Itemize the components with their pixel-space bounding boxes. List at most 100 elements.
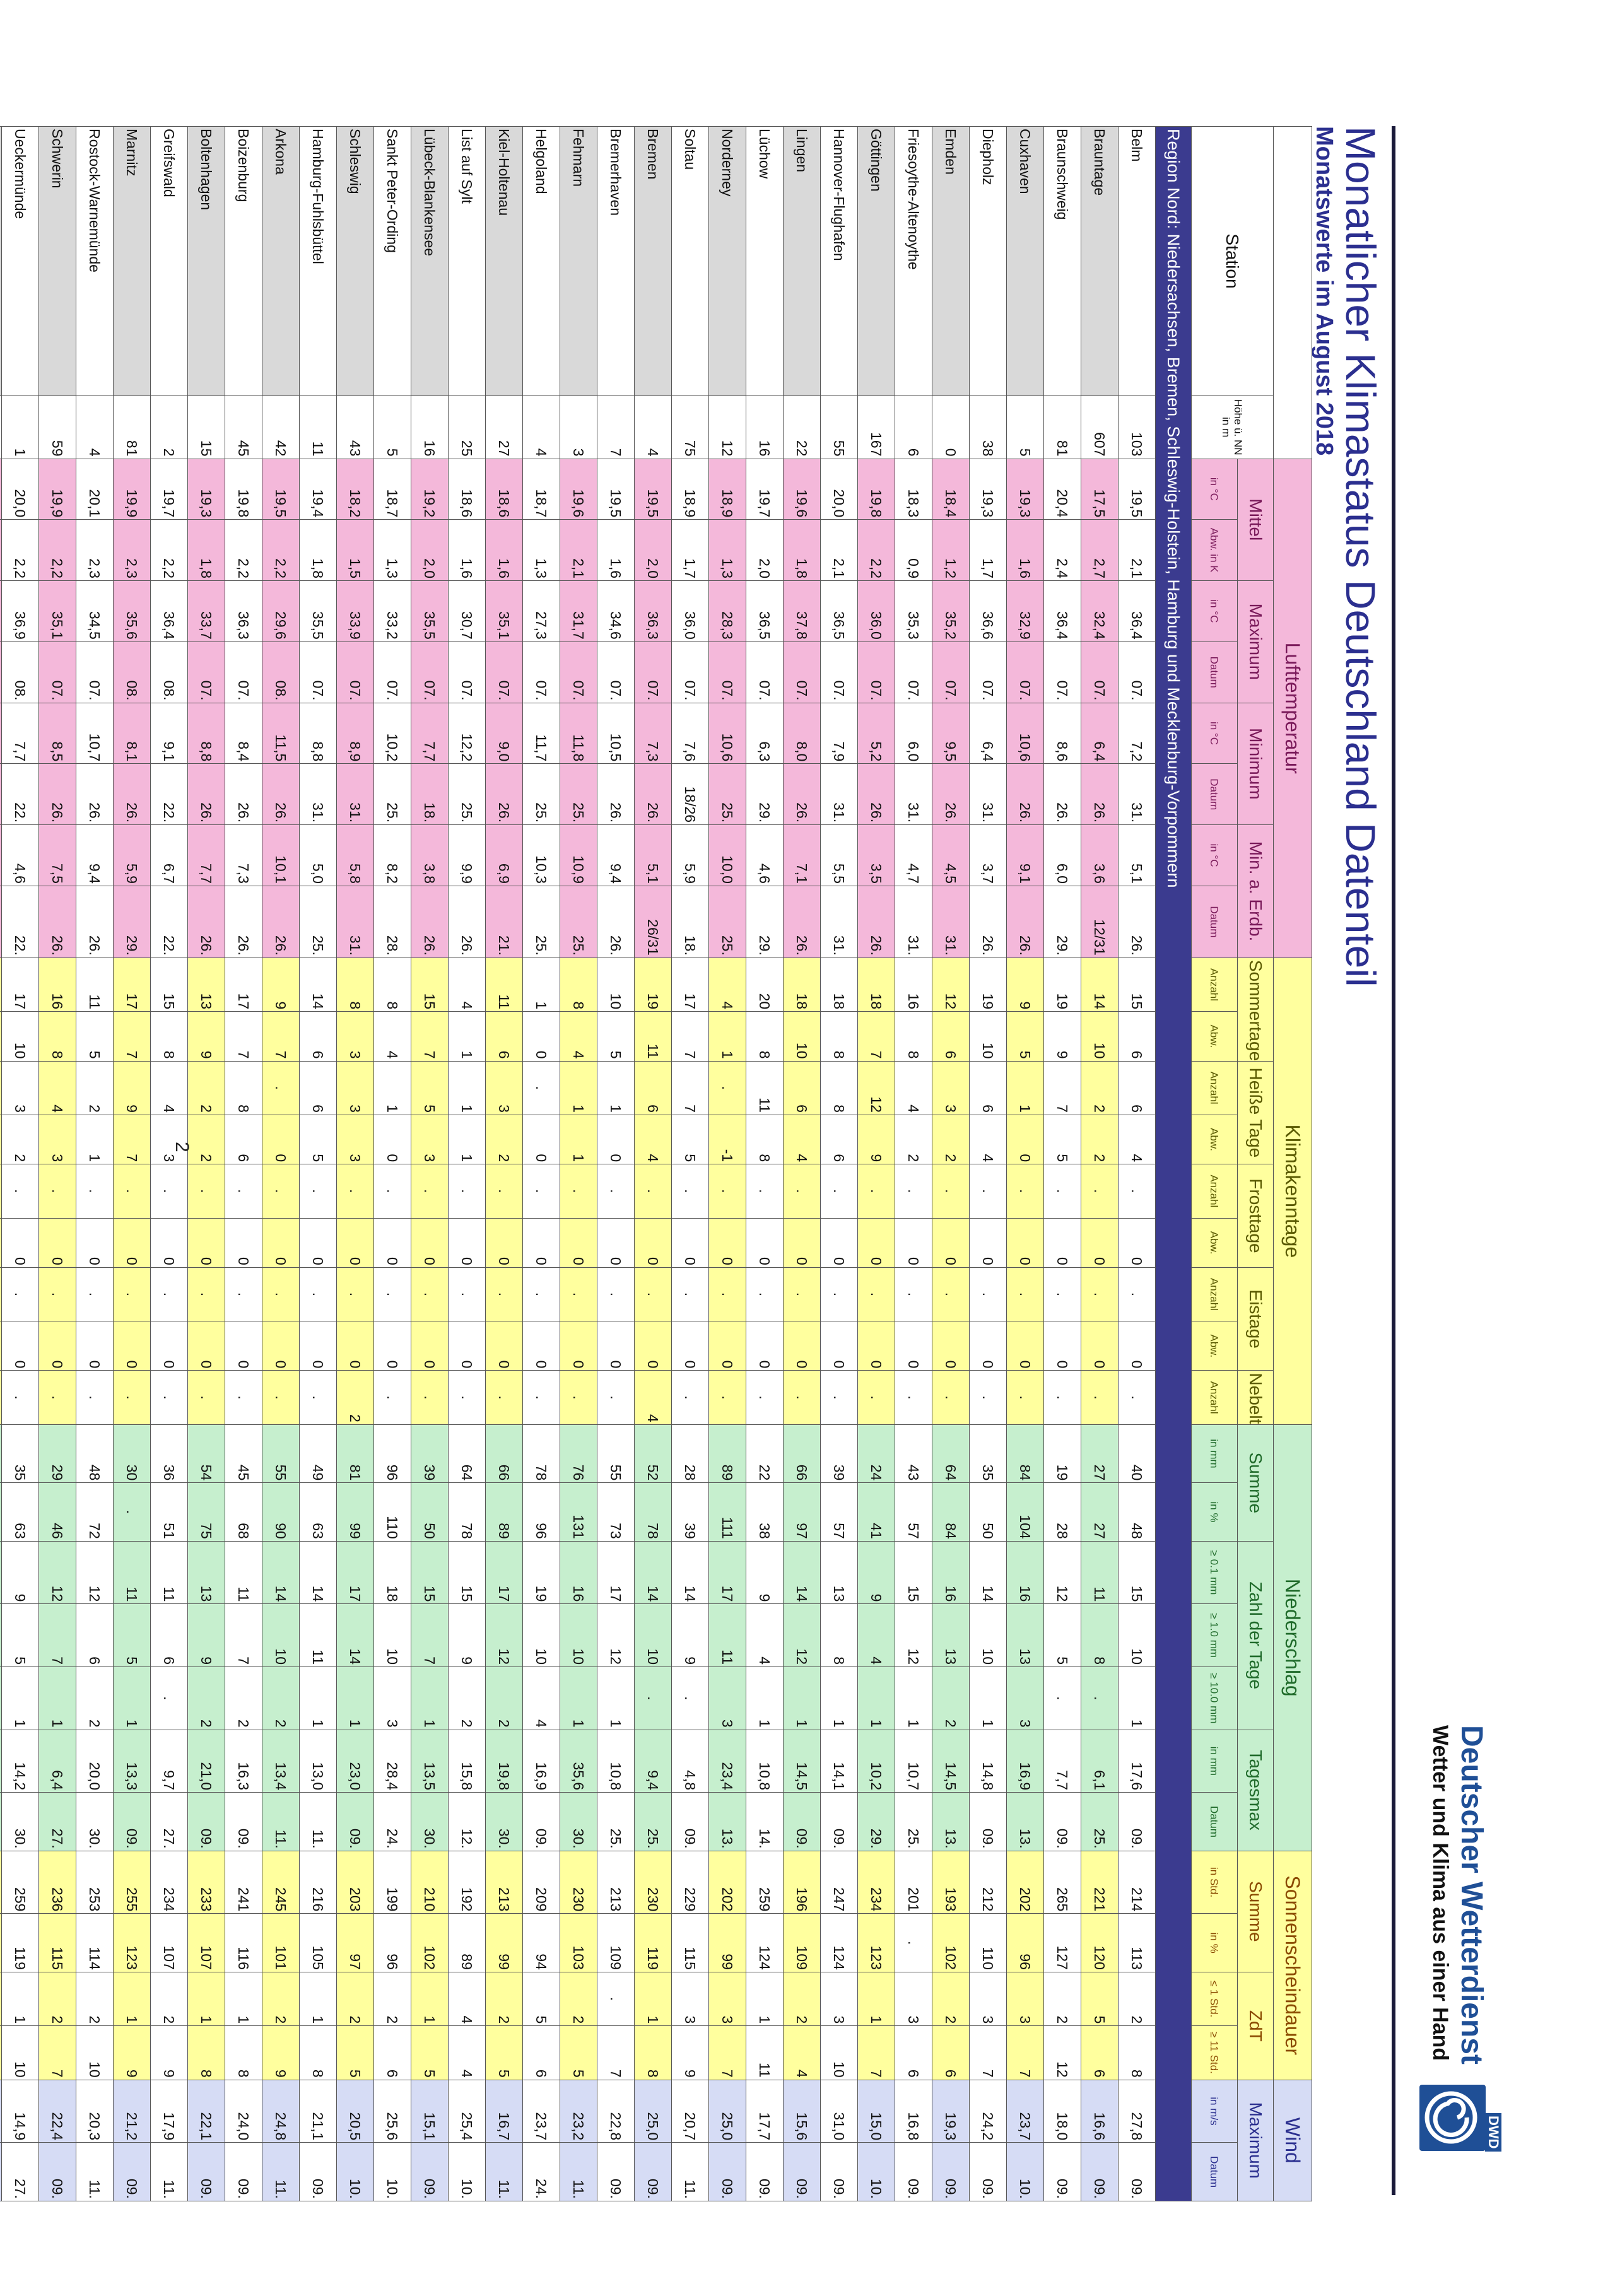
data-cell: 15,1 (0, 1730, 2, 1793)
data-cell: 6 (1118, 1011, 1156, 1061)
data-cell: 199 (373, 1851, 411, 1914)
data-cell: 1,6 (1006, 519, 1044, 581)
table-row: List auf Sylt 25 18,6 1,6 30,7 07. 12,2 25. 9,9 2… (448, 126, 486, 2201)
data-cell: 7 (225, 1011, 262, 1061)
data-cell: 94 (522, 1913, 560, 1972)
table-row: Arkona 42 19,5 2,2 29,6 08. 11,5 26. 10,1 26. 9 7. 0… (262, 126, 300, 2201)
data-cell: 38 (0, 1424, 2, 1483)
data-cell: 6,7 (150, 824, 188, 886)
data-cell: 25. (299, 886, 337, 958)
data-cell: 26. (187, 886, 225, 958)
station-name: Norderney (708, 126, 746, 396)
data-cell: 11 (113, 1541, 151, 1604)
data-cell: 0 (597, 1218, 635, 1268)
data-cell: 20,3 (76, 2080, 114, 2143)
data-cell: 10 (634, 1603, 672, 1667)
data-cell: . (336, 1164, 374, 1219)
data-cell: 33,7 (187, 580, 225, 642)
data-cell: . (262, 1267, 300, 1321)
data-cell: 07. (1043, 641, 1081, 703)
header-station: Station (1191, 126, 1274, 396)
data-cell: 12 (76, 1541, 114, 1604)
data-cell: 09. (299, 2142, 337, 2201)
data-cell: 25. (560, 763, 597, 825)
data-cell: 36,0 (671, 580, 709, 642)
data-cell: 09. (113, 1792, 151, 1851)
station-name: Bremen (634, 126, 672, 396)
data-cell: 1 (113, 1666, 151, 1730)
data-cell: 27 (485, 395, 523, 459)
data-cell: 7 (671, 1011, 709, 1061)
data-cell: 26. (113, 763, 151, 825)
data-cell: 14 (299, 958, 337, 1012)
data-cell: 89 (448, 1913, 486, 1972)
data-cell: 8,1 (113, 703, 151, 764)
data-cell: 10,9 (560, 824, 597, 886)
data-cell: 2 (187, 1061, 225, 1115)
data-cell: 14 (671, 1541, 709, 1604)
data-cell: 123 (857, 1913, 895, 1972)
data-cell: 0 (225, 1321, 262, 1371)
data-cell: 0 (373, 1321, 411, 1371)
header-frosttage: Frosttage (1237, 1164, 1274, 1268)
station-name: Diepholz (969, 126, 1007, 396)
data-cell: 25,0 (708, 2080, 746, 2143)
data-cell: 8 (820, 1603, 858, 1667)
station-name: Lüchow (746, 126, 784, 396)
data-cell: 19,9 (113, 459, 151, 520)
data-cell: 2 (783, 1972, 821, 2026)
data-cell: 0 (560, 1218, 597, 1268)
data-cell: 265 (1043, 1851, 1081, 1914)
data-cell: 09. (671, 1792, 709, 1851)
data-cell: . (1118, 1164, 1156, 1219)
data-cell: 6 (299, 1061, 337, 1115)
data-cell: . (820, 1164, 858, 1219)
data-cell: 8,8 (187, 703, 225, 764)
data-cell: 38 (746, 1482, 784, 1542)
data-cell: 0 (634, 1321, 672, 1371)
data-cell: 0 (708, 1321, 746, 1371)
data-cell: 2 (336, 1370, 374, 1425)
data-cell: 11 (299, 1603, 337, 1667)
data-cell: . (1006, 1164, 1044, 1219)
data-cell: 2 (485, 1115, 523, 1164)
data-cell: . (1006, 1370, 1044, 1425)
data-cell: 32,9 (1006, 580, 1044, 642)
data-cell: 119 (1, 1913, 39, 1972)
data-cell: 0 (746, 1321, 784, 1371)
data-cell: 35,2 (932, 580, 970, 642)
data-cell: 26. (783, 763, 821, 825)
data-cell: 9 (857, 1541, 895, 1604)
data-cell: 114 (76, 1913, 114, 1972)
data-cell: 26. (1006, 763, 1044, 825)
data-cell: 233 (187, 1851, 225, 1914)
data-cell: 7 (857, 1011, 895, 1061)
station-name: Friesoythe-Altenoythe (895, 126, 932, 396)
data-cell: 12 (932, 958, 970, 1012)
data-cell: 31,7 (560, 580, 597, 642)
data-cell: 1 (1, 395, 39, 459)
station-name: Sankt Peter-Ording (373, 126, 411, 396)
data-cell: 36,3 (225, 580, 262, 642)
data-cell: 0 (522, 1218, 560, 1268)
data-cell: 1,7 (969, 519, 1007, 581)
data-cell: 07. (1006, 641, 1044, 703)
data-cell: 0 (1, 1218, 39, 1268)
unit-header: ≥ 11 Std. (1191, 2025, 1238, 2080)
data-cell: 09. (1043, 1792, 1081, 1851)
group-klimakenntage: Klimakenntage (1273, 958, 1312, 1425)
data-cell: 4 (560, 1011, 597, 1061)
data-cell: 16 (38, 958, 76, 1012)
data-cell: . (857, 1267, 895, 1321)
data-cell: 09. (783, 2142, 821, 2201)
data-cell: 07. (411, 641, 449, 703)
data-cell: 0 (1006, 1218, 1044, 1268)
data-cell: 12,2 (448, 703, 486, 764)
data-cell: 21,0 (187, 1730, 225, 1793)
data-cell: 18 (373, 1541, 411, 1604)
data-cell: 7 (113, 1115, 151, 1164)
page-subtitle: Monatswerte im August 2018 (1311, 126, 1337, 456)
data-cell: . (708, 1370, 746, 1425)
data-cell: 38 (969, 395, 1007, 459)
data-cell: 25. (522, 886, 560, 958)
